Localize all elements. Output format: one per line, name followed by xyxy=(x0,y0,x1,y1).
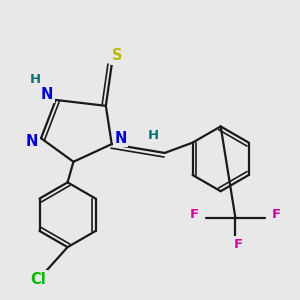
Text: H: H xyxy=(30,73,41,86)
Text: F: F xyxy=(272,208,281,221)
Text: N: N xyxy=(41,87,53,102)
Text: Cl: Cl xyxy=(30,272,46,287)
Text: N: N xyxy=(114,131,127,146)
Text: F: F xyxy=(234,238,243,251)
Text: F: F xyxy=(190,208,199,221)
Text: H: H xyxy=(147,129,158,142)
Text: N: N xyxy=(26,134,38,149)
Text: S: S xyxy=(112,48,123,63)
